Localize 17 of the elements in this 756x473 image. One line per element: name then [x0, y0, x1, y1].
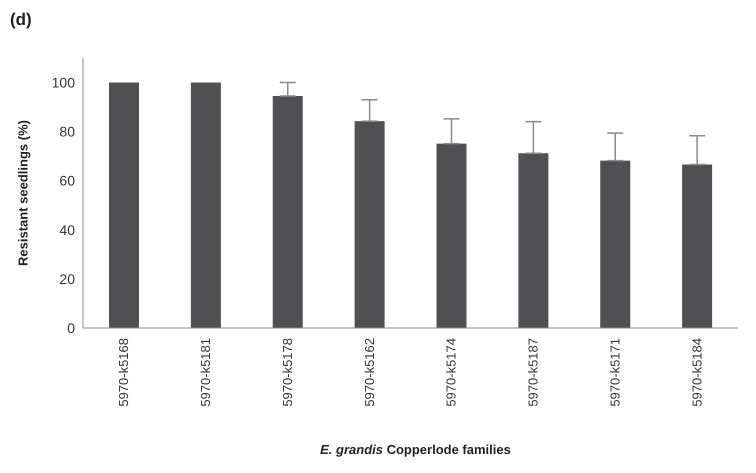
y-tick-label: 80 — [59, 124, 76, 140]
y-tick-label: 60 — [59, 172, 76, 189]
x-tick-label: 5970-k5184 — [689, 338, 704, 407]
y-axis-title: Resistant seedlings (%) — [16, 120, 31, 266]
x-tick-label: 5970-k5181 — [198, 338, 214, 407]
x-tick-label: 5970-k5171 — [607, 338, 622, 407]
x-tick-label: 5970-k5174 — [444, 338, 459, 407]
chart-title: (d) — [10, 10, 32, 30]
y-tick-label: 0 — [67, 320, 76, 336]
x-tick-label: 5970-k5168 — [116, 338, 132, 407]
y-tick-label: 100 — [52, 74, 76, 91]
x-tick-label: 5970-k5187 — [526, 338, 541, 407]
x-axis-title: E. grandis Copperlode families — [319, 442, 512, 457]
x-tick-label: 5970-k5178 — [280, 338, 295, 407]
x-tick-label: 5970-k5162 — [362, 338, 377, 407]
y-tick-label: 20 — [59, 270, 76, 287]
y-tick-label: 40 — [59, 222, 76, 238]
